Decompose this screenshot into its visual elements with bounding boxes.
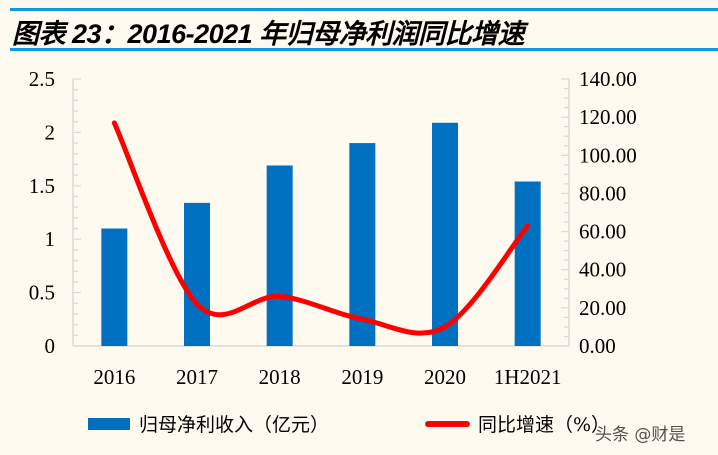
x-tick-label: 1H2021 (494, 365, 562, 389)
title-bottom-rule (10, 48, 718, 51)
bar (432, 122, 458, 347)
right-tick-label: 20.00 (579, 296, 626, 320)
right-tick-label: 120.00 (579, 105, 637, 129)
x-tick-label: 2020 (424, 365, 466, 389)
x-tick-label: 2018 (259, 365, 301, 389)
growth-line (111, 120, 531, 336)
left-tick-label: 2.5 (29, 67, 55, 91)
left-tick-label: 0.5 (29, 281, 55, 305)
x-tick-label: 2019 (341, 365, 383, 389)
right-tick-label: 100.00 (579, 143, 637, 167)
legend-line-swatch (425, 420, 470, 427)
left-tick-label: 2 (45, 120, 56, 144)
x-tick-label: 2017 (176, 365, 218, 389)
right-tick-label: 40.00 (579, 258, 626, 282)
legend-item-line: 同比增速（%） (425, 410, 610, 437)
bar (349, 143, 376, 346)
bar (184, 202, 210, 346)
bar (101, 228, 128, 346)
bar (514, 181, 541, 346)
left-tick-label: 0 (45, 334, 56, 358)
watermark: 头条 @财是 (595, 425, 686, 445)
chart-title: 图表 23：2016-2021 年归母净利润同比增速 (12, 19, 525, 49)
right-tick-label: 140.00 (579, 67, 637, 91)
right-tick-label: 60.00 (579, 220, 626, 244)
legend-bar-swatch (88, 417, 130, 430)
legend-item-bar: 归母净利收入（亿元） (88, 410, 329, 437)
left-tick-label: 1 (45, 227, 56, 251)
legend-line-label: 同比增速（%） (478, 414, 611, 436)
x-tick-label: 2016 (93, 365, 135, 389)
bar (266, 165, 293, 346)
right-tick-label: 80.00 (579, 181, 626, 205)
right-tick-label: 0.00 (579, 334, 616, 358)
title-top-rule (10, 8, 718, 11)
left-tick-label: 1.5 (29, 174, 55, 198)
legend-bar-label: 归母净利收入（亿元） (139, 414, 330, 436)
